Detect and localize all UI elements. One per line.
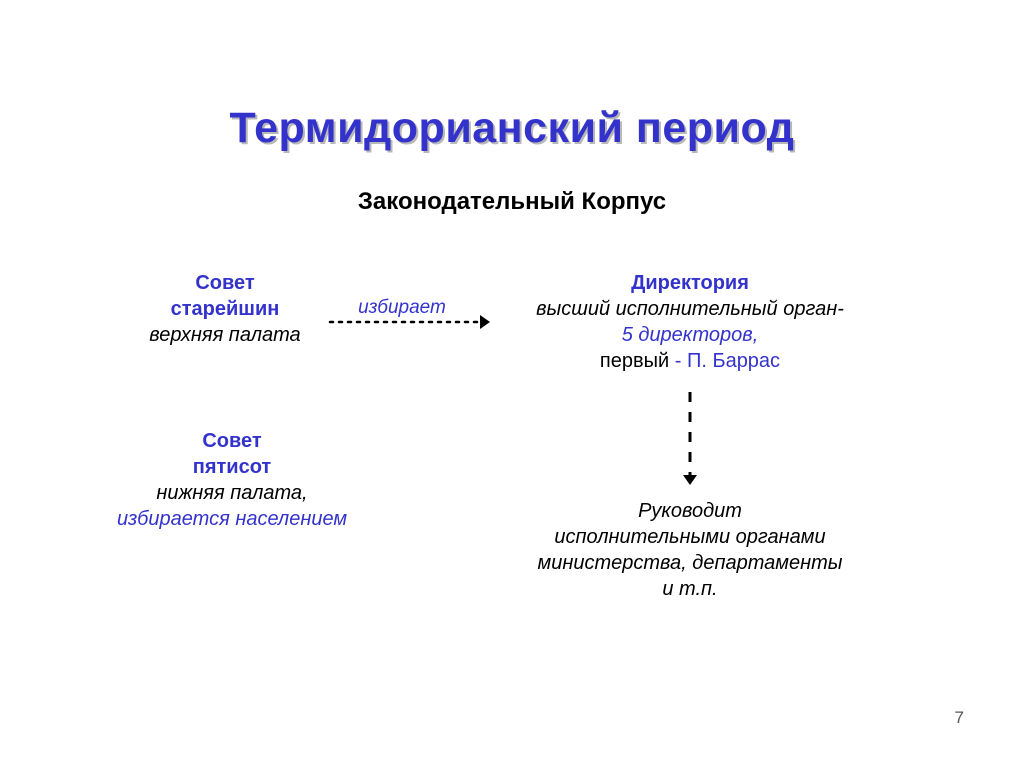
- directory-line2-text: высший исполнительный орган: [536, 298, 837, 320]
- fivehundred-line3: нижняя палата,: [82, 480, 382, 506]
- directory-line4-part2: - П. Баррас: [675, 350, 780, 372]
- directory-line2: высший исполнительный орган-: [470, 296, 910, 322]
- page-title: Термидорианский период Термидорианский п…: [0, 104, 1024, 153]
- edge-label-elects: избирает: [342, 296, 462, 321]
- executive-line2: исполнительными органами: [530, 524, 850, 550]
- directory-line2-dash: -: [837, 298, 844, 320]
- directory-line3: 5 директоров,: [470, 322, 910, 348]
- directory-line4-part1: первый: [600, 350, 675, 372]
- executive-line1: Руководит: [530, 498, 850, 524]
- fivehundred-line2: пятисот: [82, 454, 382, 480]
- fivehundred-line1: Совет: [82, 428, 382, 454]
- directory-line4: первый - П. Баррас: [470, 348, 910, 374]
- node-executive-bodies: Руководит исполнительными органами минис…: [530, 498, 850, 602]
- page-number: 7: [955, 708, 964, 728]
- fivehundred-line4: избирается населением: [82, 506, 382, 532]
- directory-line1: Директория: [470, 270, 910, 296]
- executive-line3: министерства, департаменты: [530, 550, 850, 576]
- node-council-of-five-hundred: Совет пятисот нижняя палата, избирается …: [82, 428, 382, 532]
- title-front: Термидорианский период: [230, 104, 795, 152]
- page-subtitle: Законодательный Корпус: [0, 188, 1024, 216]
- edge-arrowhead-1: [683, 475, 697, 485]
- elders-line1: Совет: [100, 270, 350, 296]
- elders-line3: верхняя палата: [100, 322, 350, 348]
- node-council-of-elders: Совет старейшин верхняя палата: [100, 270, 350, 348]
- executive-line4: и т.п.: [530, 576, 850, 602]
- elders-line2: старейшин: [100, 296, 350, 322]
- node-directory: Директория высший исполнительный орган - …: [470, 270, 910, 374]
